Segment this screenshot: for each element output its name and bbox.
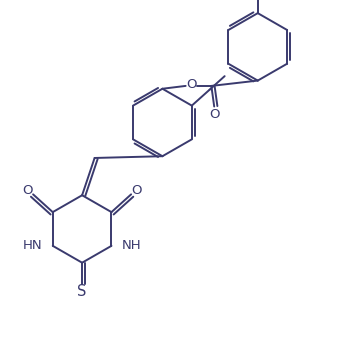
Text: HN: HN [23, 239, 43, 252]
Text: O: O [186, 78, 197, 91]
Text: O: O [210, 108, 220, 121]
Text: O: O [22, 184, 33, 197]
Text: NH: NH [121, 239, 141, 252]
Text: S: S [77, 284, 87, 299]
Text: O: O [131, 184, 142, 197]
